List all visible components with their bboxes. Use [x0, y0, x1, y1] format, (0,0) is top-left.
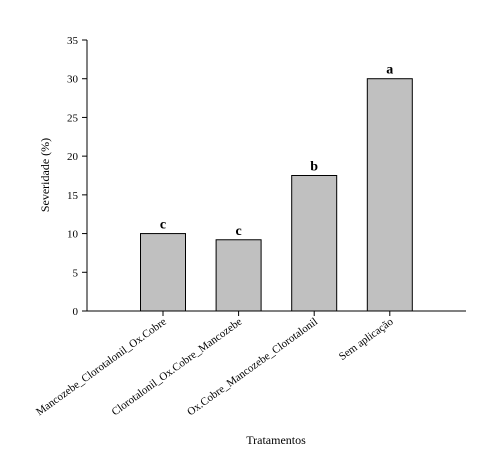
y-tick-label: 35	[67, 35, 79, 47]
y-axis-ticks: 0 5 10 15 20 25 30 35	[67, 35, 87, 318]
data-label: a	[386, 63, 393, 78]
data-label: c	[235, 224, 241, 239]
x-tick-label: Mancozebe_Clorotalonil_Ox.Cobre	[34, 316, 169, 419]
x-axis-title: Tratamentos	[246, 433, 306, 447]
y-tick-label: 5	[73, 267, 79, 279]
y-axis-title: Severidade (%)	[38, 138, 52, 212]
data-label: c	[160, 218, 166, 233]
y-tick-label: 30	[67, 74, 79, 86]
data-labels: c c b a	[160, 63, 393, 239]
x-tick-label: Ox.Cobre_Mancozebe_Clorotalonil	[185, 316, 320, 419]
bar	[140, 233, 186, 312]
x-axis-ticks: Mancozebe_Clorotalonil_Ox.CobreClorotalo…	[34, 311, 396, 418]
y-tick-label: 20	[67, 151, 79, 163]
y-tick-label: 15	[67, 190, 79, 202]
y-tick-label: 25	[67, 112, 79, 124]
bar	[366, 78, 413, 312]
x-tick-label: Clorotalonil_Ox.Cobre_Mancozebe	[110, 316, 245, 419]
y-tick-label: 10	[67, 229, 79, 241]
bar	[215, 239, 262, 312]
data-label: b	[310, 160, 318, 175]
x-tick-label: Sem aplicação	[337, 315, 396, 363]
y-tick-label: 0	[73, 306, 79, 318]
bar	[291, 175, 338, 312]
bars	[140, 78, 413, 312]
